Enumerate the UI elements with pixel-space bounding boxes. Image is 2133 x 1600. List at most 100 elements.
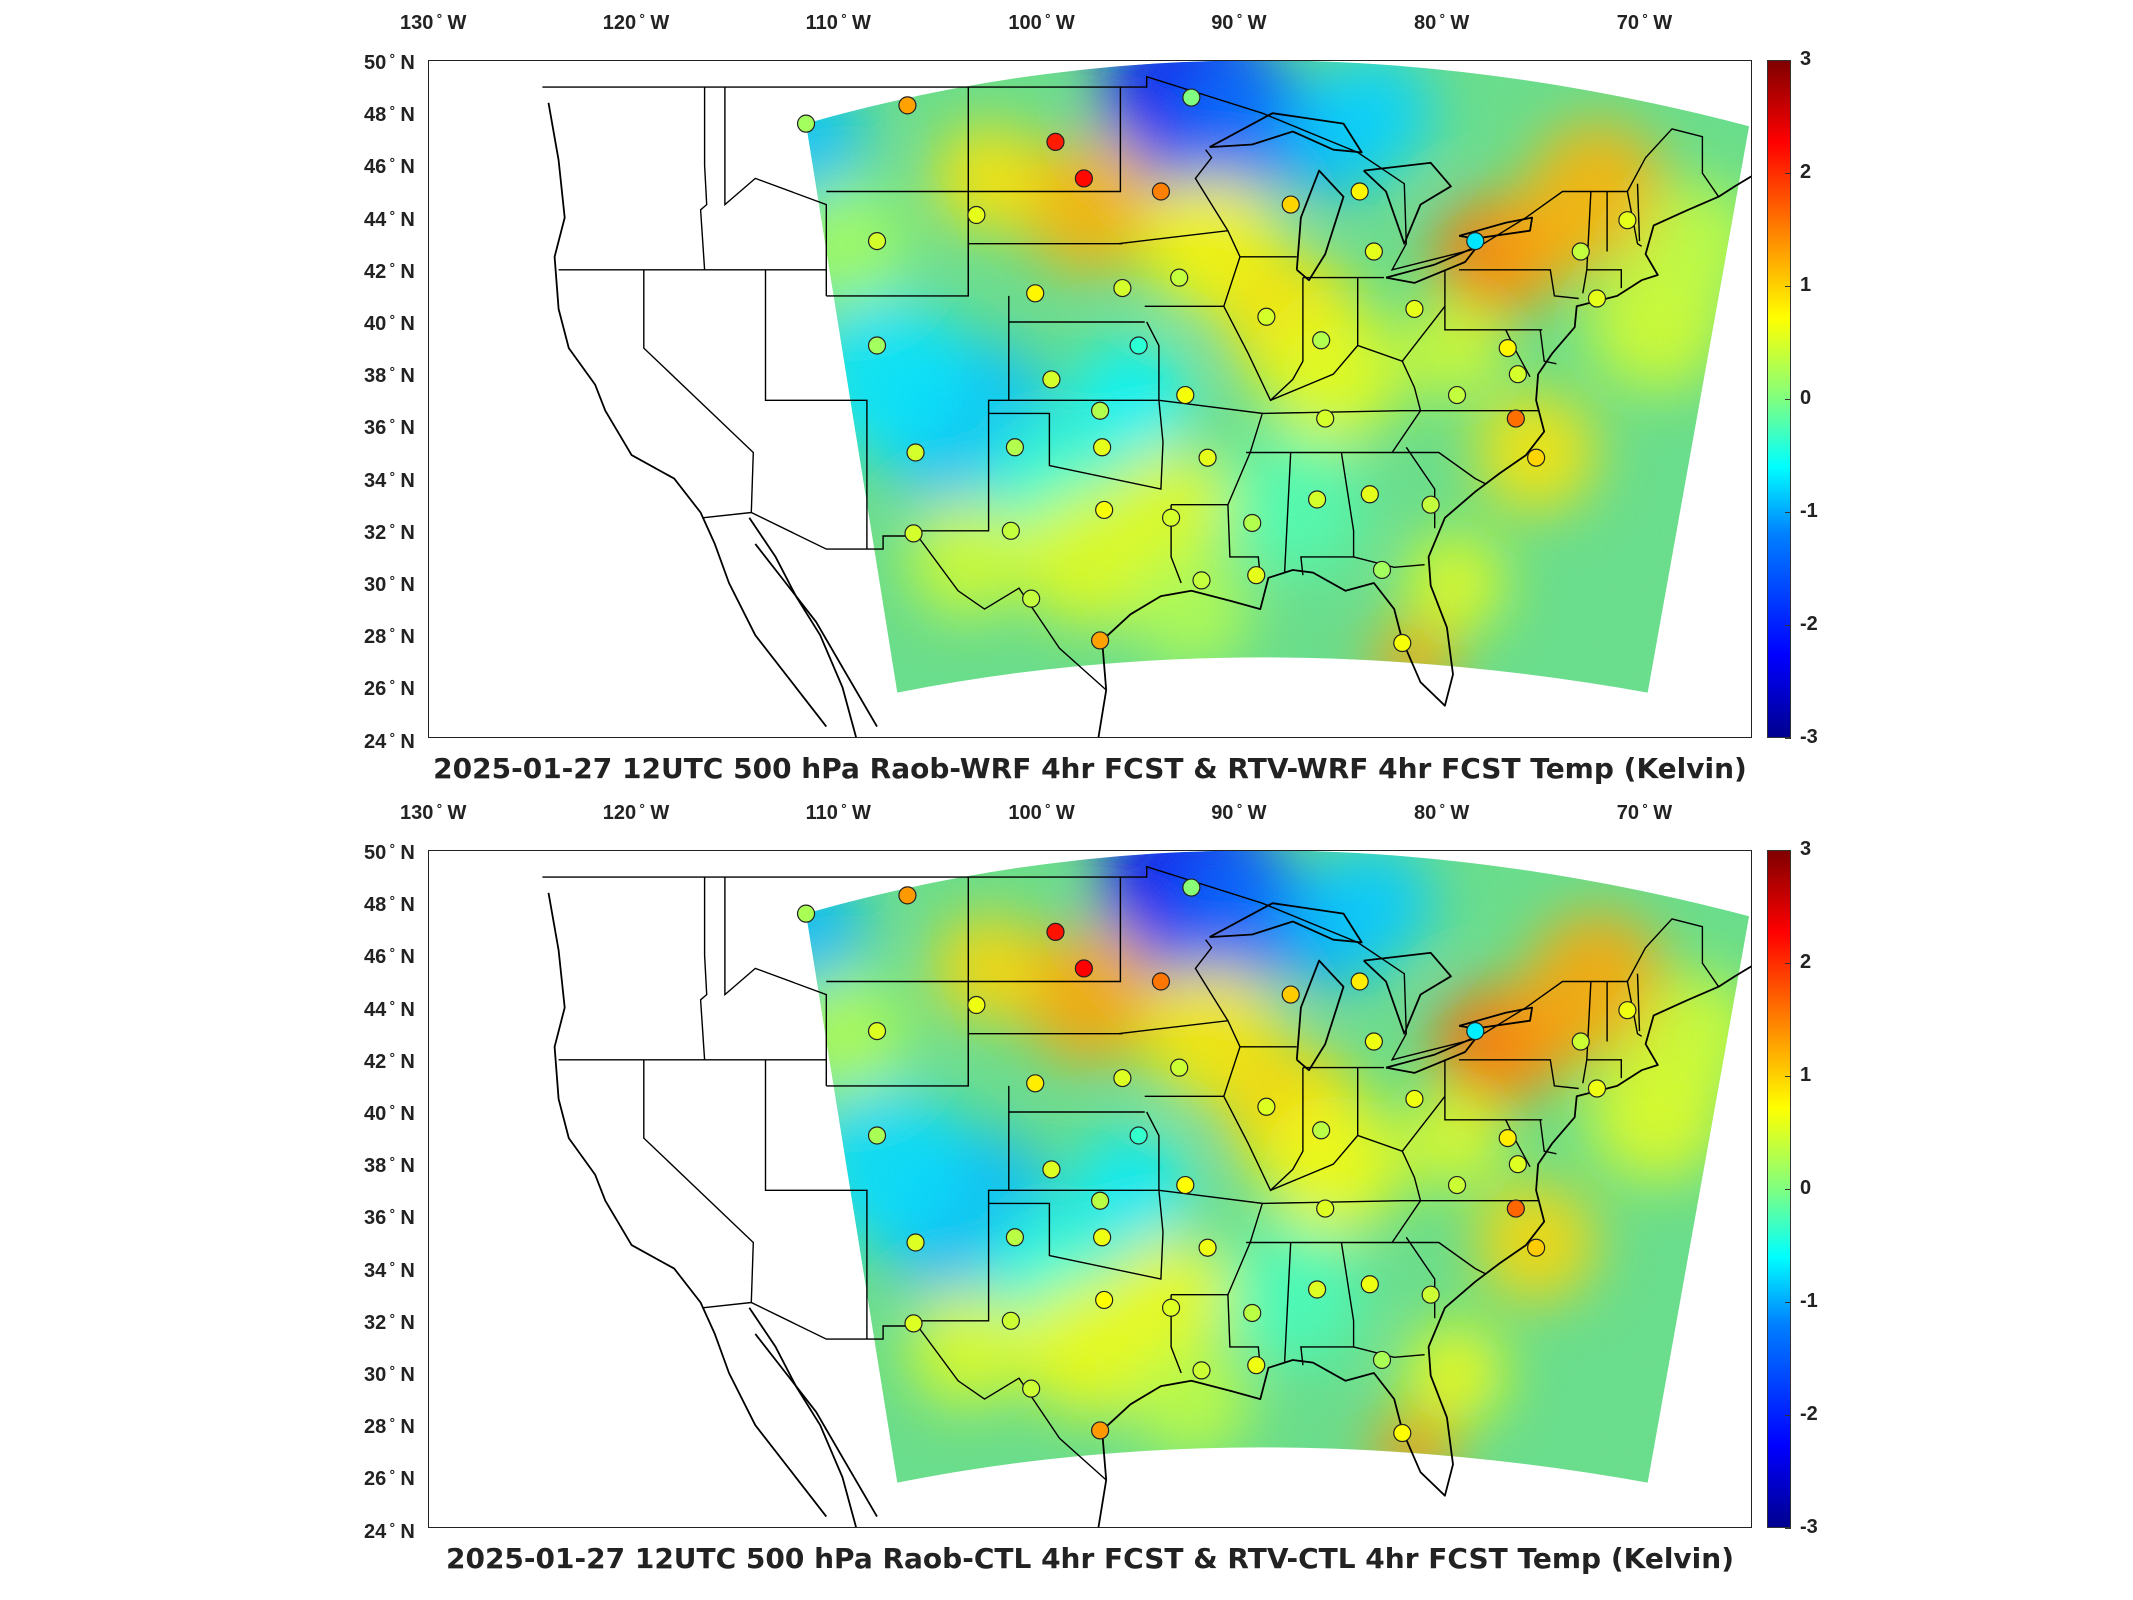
hemisphere-suffix: W	[447, 12, 467, 34]
latitude-value: 50	[364, 52, 387, 74]
state-border	[1586, 1059, 1623, 1079]
raob-station-marker	[1161, 508, 1181, 527]
latitude-tick-label: 48 ∘ N	[364, 100, 415, 127]
coastlines	[547, 892, 1751, 1527]
coastline	[1097, 689, 1108, 737]
raob-station-marker	[1527, 448, 1546, 467]
longitude-value: 80	[1414, 12, 1437, 34]
raob-station-marker	[1360, 485, 1379, 504]
raob-station-marker	[867, 231, 887, 251]
raob-station-marker	[1001, 1311, 1020, 1330]
great-lake-outline	[1363, 161, 1452, 245]
degree-symbol: ∘	[388, 726, 397, 742]
raob-station-marker	[1243, 513, 1262, 533]
coastline	[1097, 1479, 1108, 1527]
degree-symbol: ∘	[388, 361, 397, 377]
raob-station-marker	[1090, 1191, 1110, 1210]
raob-station-marker	[1508, 1155, 1527, 1174]
longitude-value: 80	[1414, 802, 1437, 824]
longitude-value: 130	[400, 12, 434, 34]
raob-station-marker	[1316, 1199, 1335, 1218]
longitude-tick-label: 100 ∘ W	[1008, 8, 1074, 35]
raob-station-marker	[1498, 1129, 1517, 1148]
raob-station-marker	[1192, 571, 1211, 590]
state-border	[1194, 149, 1229, 232]
great-lake-outline	[1209, 902, 1363, 944]
colorbar-tick-mark	[1785, 1189, 1791, 1190]
raob-station-marker	[1571, 1032, 1590, 1051]
degree-symbol: ∘	[388, 1046, 397, 1062]
latitude-tick-label: 40 ∘ N	[364, 1099, 415, 1126]
raob-station-marker	[1129, 336, 1148, 355]
coastlines	[547, 102, 1751, 737]
latitude-tick-label: 30 ∘ N	[364, 1360, 415, 1387]
colorbar-tick-label: -2	[1800, 613, 1818, 635]
raob-station-marker	[1192, 1361, 1211, 1380]
state-border	[1636, 183, 1641, 242]
raob-station-marker	[1527, 1238, 1546, 1257]
field-texture	[806, 851, 1750, 1483]
latitude-value: 40	[364, 1103, 387, 1125]
map-frame	[428, 850, 1752, 1528]
colorbar-tick-mark	[1785, 60, 1791, 61]
raob-station-marker	[1281, 195, 1300, 214]
raob-station-marker	[1022, 1379, 1041, 1398]
degree-symbol: ∘	[388, 465, 397, 481]
hemisphere-suffix: N	[400, 1103, 415, 1125]
raob-station-marker	[1405, 299, 1424, 319]
state-border	[1270, 344, 1422, 411]
latitude-tick-label: 26 ∘ N	[364, 674, 415, 701]
longitude-value: 110	[805, 12, 838, 34]
longitude-value: 70	[1616, 12, 1640, 34]
coastline	[748, 517, 857, 737]
hemisphere-suffix: N	[400, 208, 415, 231]
degree-symbol: ∘	[388, 152, 397, 168]
raob-station-marker	[1176, 1175, 1195, 1195]
state-border	[1405, 1236, 1436, 1319]
raob-station-marker	[1182, 88, 1201, 107]
raob-station-marker	[1372, 560, 1392, 580]
latitude-value: 24	[364, 730, 387, 753]
colorbar-tick-mark	[1785, 1415, 1791, 1416]
state-border	[1401, 305, 1446, 362]
latitude-value: 44	[364, 208, 387, 231]
state-border	[643, 269, 755, 513]
hemisphere-suffix: N	[400, 104, 415, 127]
raob-station-marker	[1393, 1423, 1412, 1443]
longitude-tick-label: 90 ∘ W	[1211, 798, 1266, 825]
degree-symbol: ∘	[1043, 798, 1052, 813]
degree-symbol: ∘	[388, 100, 397, 116]
degree-symbol: ∘	[388, 994, 397, 1010]
raob-station-marker	[967, 205, 986, 225]
panel-title: 2025-01-27 12UTC 500 hPa Raob-WRF 4hr FC…	[433, 752, 1747, 785]
latitude-value: 36	[364, 417, 387, 440]
hemisphere-suffix: N	[400, 469, 415, 492]
state-border	[1444, 1059, 1543, 1121]
colorbar-tick-mark	[1785, 512, 1791, 513]
coastline	[748, 1307, 857, 1527]
latitude-value: 40	[364, 313, 387, 335]
latitude-value: 48	[364, 894, 387, 917]
colorbar-tick-label: -1	[1800, 1290, 1818, 1312]
degree-symbol: ∘	[388, 942, 397, 958]
coastline	[1101, 965, 1751, 1497]
longitude-value: 120	[602, 802, 637, 824]
colorbar-tick-label: -3	[1800, 726, 1818, 748]
colorbar-tick-label: 2	[1800, 951, 1812, 973]
colorbar-tick-label: 1	[1800, 274, 1812, 296]
state-border	[1008, 321, 1160, 401]
hemisphere-suffix: N	[400, 626, 415, 649]
longitude-value: 90	[1211, 12, 1234, 34]
raob-station-marker	[1312, 331, 1331, 350]
latitude-value: 30	[364, 574, 387, 596]
raob-station-marker	[1498, 339, 1517, 358]
state-border	[1283, 452, 1292, 573]
latitude-value: 32	[364, 521, 387, 544]
state-border	[915, 295, 1010, 532]
raob-station-marker	[1170, 1058, 1189, 1077]
degree-symbol: ∘	[388, 674, 397, 690]
raob-station-marker	[1257, 1097, 1276, 1116]
raob-station-marker	[1113, 278, 1132, 298]
latitude-tick-label: 46 ∘ N	[364, 942, 415, 969]
hemisphere-suffix: N	[400, 842, 415, 864]
